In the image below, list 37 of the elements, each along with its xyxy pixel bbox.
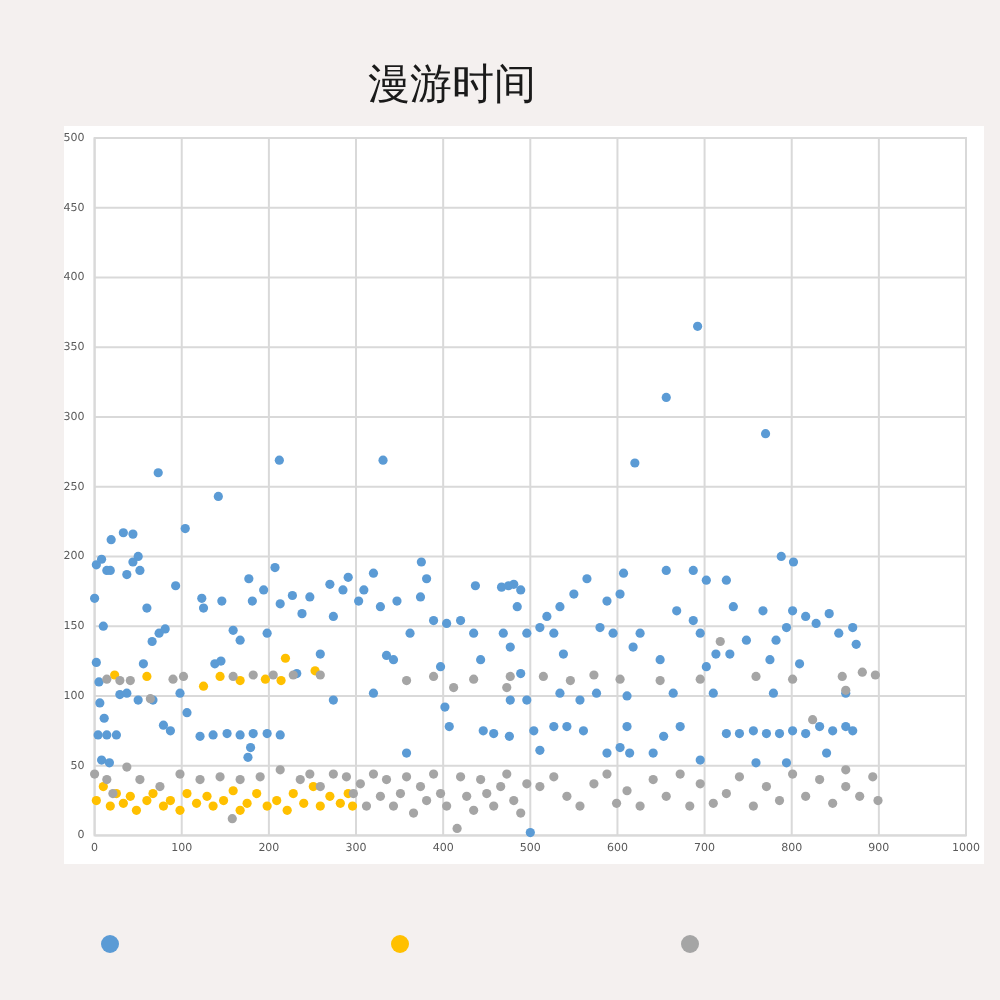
point — [325, 791, 335, 801]
point — [299, 798, 309, 808]
point — [242, 798, 252, 808]
point — [182, 788, 192, 799]
point — [288, 788, 298, 799]
point — [335, 798, 345, 808]
point — [202, 791, 212, 801]
point — [125, 791, 135, 801]
point — [191, 798, 202, 808]
point — [260, 674, 270, 684]
point — [131, 805, 142, 815]
point — [280, 653, 291, 663]
point — [118, 798, 128, 808]
point — [91, 795, 101, 806]
point — [142, 671, 152, 681]
point — [347, 801, 358, 811]
point — [235, 675, 245, 686]
point — [262, 801, 272, 811]
point — [215, 671, 225, 681]
point — [148, 788, 158, 799]
point — [235, 805, 245, 815]
point — [198, 681, 209, 691]
point — [228, 786, 238, 796]
point — [165, 795, 176, 806]
point — [276, 675, 286, 686]
point — [142, 795, 152, 806]
point — [98, 781, 108, 792]
point — [208, 801, 218, 811]
point — [158, 801, 169, 811]
point — [282, 805, 292, 815]
point — [218, 795, 229, 806]
point — [175, 805, 185, 815]
point — [315, 801, 325, 811]
point — [252, 788, 262, 799]
chart-title: 漫游时间 — [368, 60, 536, 108]
point — [272, 795, 282, 806]
point — [105, 801, 115, 811]
